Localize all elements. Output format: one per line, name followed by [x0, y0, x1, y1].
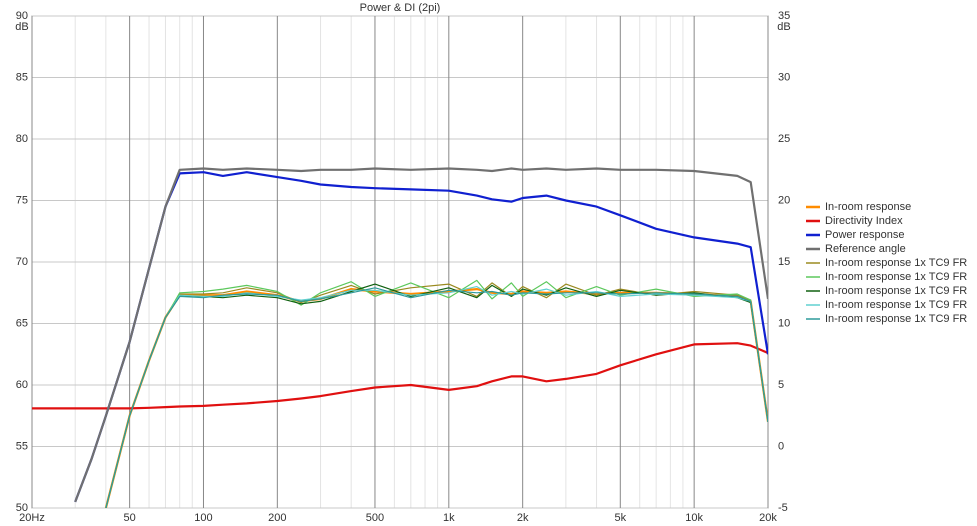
x-tick-label: 100: [194, 512, 212, 524]
y-tick-label: 70: [16, 256, 28, 268]
y-tick-label: 50: [16, 502, 28, 514]
x-tick-label: 50: [124, 512, 136, 524]
y2-tick-label: 5: [778, 379, 784, 391]
y-tick-label: 60: [16, 379, 28, 391]
x-tick-label: 2k: [517, 512, 529, 524]
y2-tick-label: 35: [778, 10, 790, 22]
legend-label: In-room response 1x TC9 FR: [825, 257, 967, 269]
x-tick-label: 500: [366, 512, 384, 524]
lines: [32, 167, 768, 508]
legend-label: Reference angle: [825, 243, 906, 255]
legend-label: In-room response 1x TC9 FR: [825, 313, 967, 325]
y-tick-label: 55: [16, 440, 28, 452]
y2-tick-label: 25: [778, 133, 790, 145]
legend-label: In-room response 1x TC9 FR: [825, 285, 967, 297]
chart-title: Power & DI (2pi): [360, 2, 441, 14]
series-line: [105, 287, 768, 508]
y2-tick-label: 30: [778, 71, 790, 83]
x-tick-label: 200: [268, 512, 286, 524]
y2-tick-label: 0: [778, 440, 784, 452]
legend-label: In-room response 1x TC9 FR: [825, 299, 967, 311]
x-tick-label: 10k: [685, 512, 703, 524]
y-tick-label: 85: [16, 71, 28, 83]
legend-label: Directivity Index: [825, 215, 903, 227]
y2-tick-label: 15: [778, 256, 790, 268]
y-tick-label: 80: [16, 133, 28, 145]
y-tick-label: 65: [16, 317, 28, 329]
grid: [31, 15, 769, 509]
y-tick-label: 75: [16, 194, 28, 206]
y2-tick-label: -5: [778, 502, 788, 514]
y-unit: dB: [15, 21, 28, 33]
y2-unit: dB: [777, 21, 790, 33]
legend-label: In-room response: [825, 201, 911, 213]
x-tick-label: 1k: [443, 512, 455, 524]
x-tick-label: 5k: [614, 512, 626, 524]
x-tick-label: 20k: [759, 512, 777, 524]
y2-tick-label: 10: [778, 317, 790, 329]
legend: In-room response Directivity Index Power r…: [806, 201, 967, 325]
legend-label: Power response: [825, 229, 905, 241]
x-tick-label: 20Hz: [19, 512, 45, 524]
series-line: [74, 167, 768, 503]
y-tick-label: 90: [16, 10, 28, 22]
y2-tick-label: 20: [778, 194, 790, 206]
legend-label: In-room response 1x TC9 FR: [825, 271, 967, 283]
